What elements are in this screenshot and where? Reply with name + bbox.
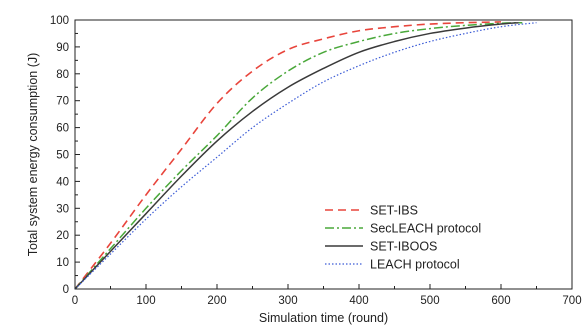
x-tick-label: 0	[72, 295, 78, 307]
legend: SET-IBS SecLEACH protocol SET-IBOOS LEACH p…	[325, 204, 481, 272]
legend-label: SET-IBS	[370, 204, 418, 218]
x-axis: 0 100 200 300 400 500 600 700	[72, 284, 582, 307]
y-tick-label: 10	[56, 257, 69, 269]
y-tick-label: 70	[56, 96, 69, 108]
legend-label: SET-IBOOS	[370, 240, 437, 254]
y-tick-label: 80	[56, 69, 69, 81]
x-tick-label: 100	[136, 295, 155, 307]
y-axis: 0 10 20 30 40 50 60 70 80 90 100	[50, 15, 80, 296]
x-tick-label: 700	[562, 295, 581, 307]
y-tick-label: 30	[56, 203, 69, 215]
x-tick-label: 400	[349, 295, 368, 307]
y-tick-label: 90	[56, 42, 69, 54]
x-axis-title: Simulation time (round)	[259, 311, 388, 325]
x-tick-label: 500	[420, 295, 439, 307]
legend-label: SecLEACH protocol	[370, 222, 481, 236]
x-tick-label: 600	[491, 295, 510, 307]
series-line-set-ibs	[74, 21, 502, 290]
y-tick-label: 0	[63, 284, 69, 296]
y-tick-label: 60	[56, 123, 69, 135]
y-axis-title: Total system energy consumption (J)	[26, 53, 40, 257]
y-tick-label: 50	[56, 150, 69, 162]
x-tick-label: 200	[207, 295, 226, 307]
series-layer	[74, 21, 537, 290]
y-tick-label: 100	[50, 15, 69, 27]
series-line-set-iboos	[74, 21, 519, 290]
y-tick-label: 20	[56, 230, 69, 242]
series-line-leach-protocol	[74, 22, 537, 290]
plot-frame	[74, 19, 573, 290]
x-tick-label: 300	[278, 295, 297, 307]
series-line-secleach-protocol	[74, 21, 523, 290]
y-tick-label: 40	[56, 176, 69, 188]
legend-label: LEACH protocol	[370, 258, 460, 272]
